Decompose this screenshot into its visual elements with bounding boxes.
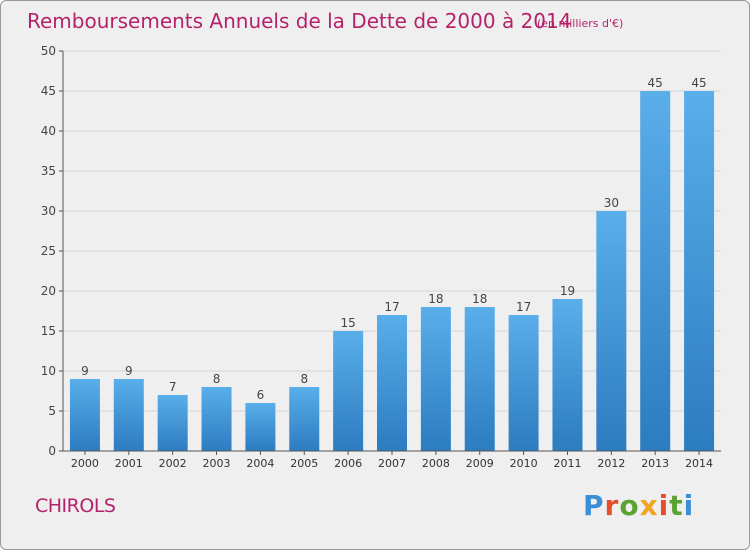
bar (377, 315, 407, 451)
chart-title: Remboursements Annuels de la Dette de 20… (27, 9, 572, 33)
data-label: 18 (472, 292, 487, 306)
y-tick-label: 30 (41, 204, 56, 218)
axes (59, 50, 721, 455)
x-tick-label: 2008 (422, 457, 450, 470)
commune-name: CHIROLS (35, 495, 116, 517)
x-tick-label: 2002 (159, 457, 187, 470)
data-label: 6 (257, 388, 265, 402)
x-tick-label: 2003 (203, 457, 231, 470)
x-tick-label: 2011 (553, 457, 581, 470)
x-tick-label: 2013 (641, 457, 669, 470)
y-tick-label: 0 (48, 444, 56, 458)
x-tick-label: 2006 (334, 457, 362, 470)
data-label: 45 (691, 76, 706, 90)
bar (245, 403, 276, 451)
bar (289, 387, 320, 451)
data-label: 17 (516, 300, 531, 314)
bar (201, 387, 232, 451)
data-label: 17 (384, 300, 399, 314)
y-tick-label: 50 (41, 44, 56, 58)
data-label: 19 (560, 284, 575, 298)
x-tick-label: 2001 (115, 457, 143, 470)
y-tick-label: 10 (41, 364, 56, 378)
bar (684, 91, 715, 451)
data-label: 30 (604, 196, 619, 210)
x-tick-label: 2012 (597, 457, 625, 470)
data-label: 9 (125, 364, 133, 378)
x-tick-label: 2004 (246, 457, 274, 470)
bar (69, 379, 100, 451)
x-tick-label: 2009 (466, 457, 494, 470)
bar (113, 379, 144, 451)
y-tick-label: 45 (41, 84, 56, 98)
y-tick-label: 35 (41, 164, 56, 178)
y-tick-label: 25 (41, 244, 56, 258)
bar (508, 315, 539, 451)
x-tick-label: 2010 (510, 457, 538, 470)
labels: 0 5 10 15 20 25 30 35 40 45 50 9 2000 9 2001 7 2002 8 2003… (41, 44, 713, 470)
data-label: 8 (300, 372, 308, 386)
data-label: 8 (213, 372, 221, 386)
bars (69, 91, 715, 451)
data-label: 9 (81, 364, 89, 378)
bar (464, 307, 495, 451)
bar (333, 331, 364, 451)
x-tick-label: 2000 (71, 457, 99, 470)
x-tick-label: 2014 (685, 457, 713, 470)
y-tick-label: 20 (41, 284, 56, 298)
bar (640, 91, 671, 451)
bar (420, 307, 451, 451)
data-label: 18 (428, 292, 443, 306)
bar (157, 395, 188, 451)
proxiti-logo: Proxiti (583, 489, 695, 522)
data-label: 7 (169, 380, 177, 394)
y-tick-label: 15 (41, 324, 56, 338)
y-tick-label: 5 (48, 404, 56, 418)
y-tick-label: 40 (41, 124, 56, 138)
chart-unit: (en milliers d'€) (537, 17, 624, 30)
x-tick-label: 2007 (378, 457, 406, 470)
data-label: 45 (648, 76, 663, 90)
x-tick-label: 2005 (290, 457, 318, 470)
bar (596, 211, 627, 451)
bar (552, 299, 583, 451)
data-label: 15 (340, 316, 355, 330)
